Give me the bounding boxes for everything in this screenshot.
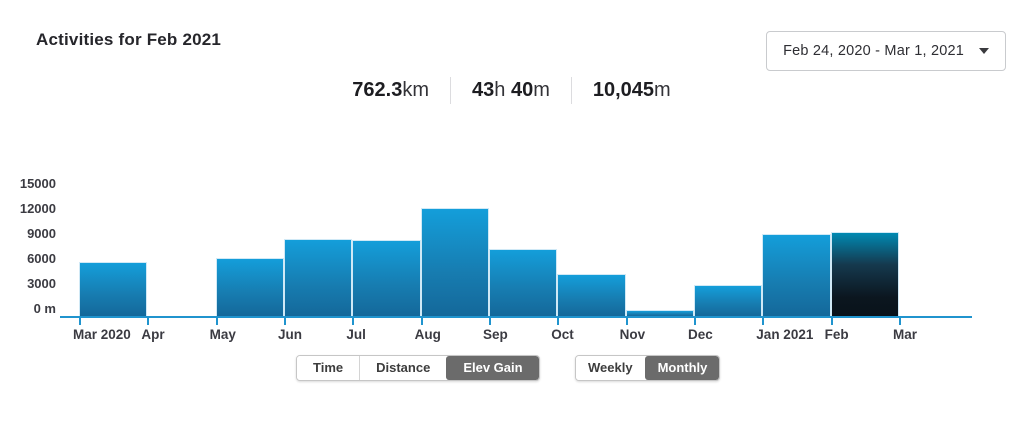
x-axis-label-jun: Jun bbox=[277, 327, 302, 342]
stat-value: 43 bbox=[472, 79, 495, 101]
x-axis-tick bbox=[557, 317, 560, 325]
x-axis-label-mar: Mar bbox=[892, 327, 917, 342]
bar-oct[interactable] bbox=[557, 274, 626, 316]
y-axis-label: 9000 bbox=[27, 226, 56, 241]
y-axis-label: 12000 bbox=[19, 201, 56, 216]
x-axis-label-sep: Sep bbox=[482, 327, 508, 342]
period-toggle-group: Weekly Monthly bbox=[575, 355, 721, 381]
x-axis-tick bbox=[898, 317, 901, 325]
bar-jun[interactable] bbox=[283, 239, 353, 316]
x-axis-tick bbox=[762, 317, 765, 325]
summary-stats: 762.3km 43h 40m 10,045m bbox=[0, 77, 1023, 104]
x-axis-label-jul: Jul bbox=[346, 327, 366, 342]
date-range-label: Feb 24, 2020 - Mar 1, 2021 bbox=[783, 43, 964, 59]
bar-dec[interactable] bbox=[693, 285, 763, 316]
bar-jan-2021[interactable] bbox=[762, 234, 831, 316]
stat-unit: m bbox=[533, 79, 550, 101]
x-axis-tick bbox=[488, 317, 491, 325]
x-axis-tick bbox=[693, 317, 696, 325]
toggle-elev-gain-button[interactable]: Elev Gain bbox=[446, 356, 539, 380]
x-axis-tick bbox=[830, 317, 833, 325]
stat-value: 10,045 bbox=[592, 79, 655, 101]
page-title: Activities for Feb 2021 bbox=[36, 30, 222, 49]
x-axis-tick bbox=[147, 317, 150, 325]
x-axis-tick bbox=[215, 317, 218, 325]
bar-may[interactable] bbox=[215, 257, 284, 316]
x-axis-label-apr: Apr bbox=[141, 327, 165, 342]
x-axis-label-nov: Nov bbox=[619, 327, 646, 342]
x-axis-tick bbox=[420, 317, 423, 325]
stat-elevation: 10,045m bbox=[572, 79, 692, 102]
x-axis-tick bbox=[625, 317, 628, 325]
x-axis-label-aug: Aug bbox=[414, 327, 441, 342]
y-axis-label: 3000 bbox=[27, 276, 56, 291]
x-axis-label-oct: Oct bbox=[551, 327, 574, 342]
stat-distance: 762.3km bbox=[331, 79, 450, 102]
stat-divider bbox=[570, 77, 572, 104]
stat-value: 40 bbox=[510, 79, 534, 101]
bar-feb[interactable] bbox=[830, 232, 899, 316]
bar-aug[interactable] bbox=[420, 207, 489, 316]
toggle-weekly-button[interactable]: Weekly bbox=[576, 356, 645, 380]
bar-sep[interactable] bbox=[488, 248, 558, 316]
stat-unit: m bbox=[654, 79, 671, 101]
x-axis-label-mar-2020: Mar 2020 bbox=[73, 327, 131, 342]
date-range-selector[interactable]: Feb 24, 2020 - Mar 1, 2021 bbox=[766, 31, 1006, 71]
stat-unit: h bbox=[494, 79, 511, 101]
stat-unit: km bbox=[402, 79, 430, 101]
y-axis-label: 0 m bbox=[33, 301, 56, 316]
bar-jul[interactable] bbox=[352, 240, 421, 316]
toggle-time-button[interactable]: Time bbox=[297, 356, 360, 380]
y-axis-label: 6000 bbox=[27, 251, 56, 266]
x-axis-label-feb: Feb bbox=[824, 327, 849, 342]
metric-toggle-group: Time Distance Elev Gain bbox=[296, 355, 540, 381]
x-axis-label-jan-2021: Jan 2021 bbox=[756, 327, 814, 342]
x-axis-tick bbox=[352, 317, 355, 325]
x-axis-tick bbox=[79, 317, 81, 325]
x-axis-line bbox=[60, 316, 972, 318]
bar-mar-2020[interactable] bbox=[79, 261, 148, 316]
stat-value: 762.3 bbox=[352, 79, 403, 101]
x-axis-label-dec: Dec bbox=[687, 327, 713, 342]
stat-time: 43h 40m bbox=[451, 79, 571, 102]
x-axis-tick bbox=[283, 317, 286, 325]
y-axis-label: 15000 bbox=[19, 176, 56, 191]
toggle-distance-button[interactable]: Distance bbox=[359, 356, 447, 380]
stat-divider bbox=[450, 77, 452, 104]
bar-nov[interactable] bbox=[625, 310, 694, 316]
toggle-monthly-button[interactable]: Monthly bbox=[644, 356, 720, 380]
x-axis-label-may: May bbox=[209, 327, 236, 342]
chevron-down-icon bbox=[979, 48, 989, 54]
